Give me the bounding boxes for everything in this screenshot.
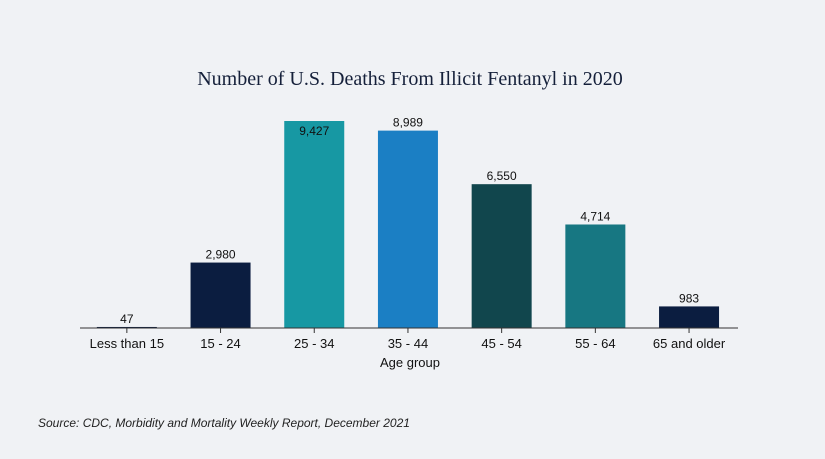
- chart-title: Number of U.S. Deaths From Illicit Fenta…: [197, 68, 623, 90]
- bar-45-54: [471, 184, 532, 328]
- bar-35-44: [377, 130, 438, 328]
- data-label-15-24: 2,980: [206, 248, 236, 262]
- x-tick-label: Less than 15: [90, 336, 164, 351]
- bars-group: 47 2,980 9,427 8,989 6,550 4,714 983: [96, 116, 720, 328]
- x-tick-label: 35 - 44: [388, 336, 428, 351]
- data-label-55-64: 4,714: [580, 209, 610, 223]
- bar-65-and-older: [659, 306, 720, 328]
- data-label-65-and-older: 983: [679, 291, 699, 305]
- source-note: Source: CDC, Morbidity and Mortality Wee…: [38, 416, 410, 430]
- bar-25-34: [284, 121, 345, 328]
- bar-55-64: [565, 224, 626, 328]
- x-axis-title: Age group: [380, 355, 440, 370]
- x-tick-label: 25 - 34: [294, 336, 334, 351]
- x-tick-label: 15 - 24: [200, 336, 240, 351]
- data-label-35-44: 8,989: [393, 116, 423, 130]
- bar-less-than-15: [96, 326, 157, 328]
- x-tick-label: 55 - 64: [575, 336, 615, 351]
- x-axis-ticks: Less than 15 15 - 24 25 - 34 35 - 44 45 - 54…: [90, 328, 726, 351]
- data-label-45-54: 6,550: [487, 169, 517, 183]
- x-tick-label: 45 - 54: [481, 336, 521, 351]
- x-tick-label: 65 and older: [653, 336, 726, 351]
- data-label-25-34: 9,427: [299, 124, 329, 138]
- bar-15-24: [190, 262, 251, 328]
- data-label-less-than-15: 47: [120, 312, 134, 326]
